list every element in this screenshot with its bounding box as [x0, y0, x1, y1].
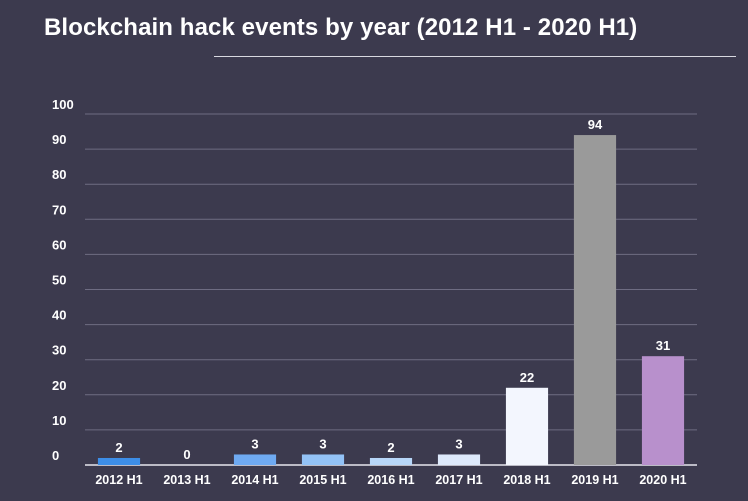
y-tick-label: 40	[52, 308, 66, 323]
data-label: 31	[656, 338, 670, 353]
data-label: 22	[520, 370, 534, 385]
data-label: 2	[115, 440, 122, 455]
x-axis-labels: 2012 H1 2013 H1 2014 H1 2015 H1 2016 H1 2017 …	[95, 473, 686, 487]
chart-title: Blockchain hack events by year (2012 H1 …	[44, 14, 638, 41]
x-tick-label: 2020 H1	[639, 473, 686, 487]
bar-2016-h1	[369, 457, 413, 465]
x-tick-label: 2016 H1	[367, 473, 414, 487]
bars	[97, 135, 685, 465]
bar-2015-h1	[301, 454, 345, 465]
y-tick-label: 30	[52, 343, 66, 358]
y-tick-label: 0	[52, 448, 59, 463]
y-tick-label: 70	[52, 202, 66, 217]
y-tick-label: 60	[52, 237, 66, 252]
x-tick-label: 2014 H1	[231, 473, 278, 487]
data-label: 3	[319, 436, 326, 451]
x-tick-label: 2012 H1	[95, 473, 142, 487]
bar-2014-h1	[233, 454, 277, 465]
y-axis-ticks: 0 10 20 30 40 50 60 70 80 90 100	[52, 97, 74, 463]
data-label: 2	[387, 440, 394, 455]
data-labels: 2 0 3 3 2 3 22 94 31	[115, 117, 670, 462]
bar-2017-h1	[437, 454, 481, 465]
y-tick-label: 90	[52, 132, 66, 147]
data-label: 3	[251, 436, 258, 451]
x-tick-label: 2015 H1	[299, 473, 346, 487]
y-tick-label: 80	[52, 167, 66, 182]
y-tick-label: 10	[52, 413, 66, 428]
x-tick-label: 2013 H1	[163, 473, 210, 487]
bar-2019-h1	[573, 135, 617, 465]
y-tick-label: 50	[52, 273, 66, 288]
y-tick-label: 20	[52, 378, 66, 393]
x-tick-label: 2017 H1	[435, 473, 482, 487]
title-underline	[214, 56, 736, 57]
bar-2018-h1	[505, 387, 549, 465]
data-label: 0	[183, 447, 190, 462]
data-label: 3	[455, 436, 462, 451]
data-label: 94	[588, 117, 603, 132]
bar-2012-h1	[97, 457, 141, 465]
x-tick-label: 2019 H1	[571, 473, 618, 487]
y-tick-label: 100	[52, 97, 74, 112]
bar-2020-h1	[641, 356, 685, 465]
x-tick-label: 2018 H1	[503, 473, 550, 487]
